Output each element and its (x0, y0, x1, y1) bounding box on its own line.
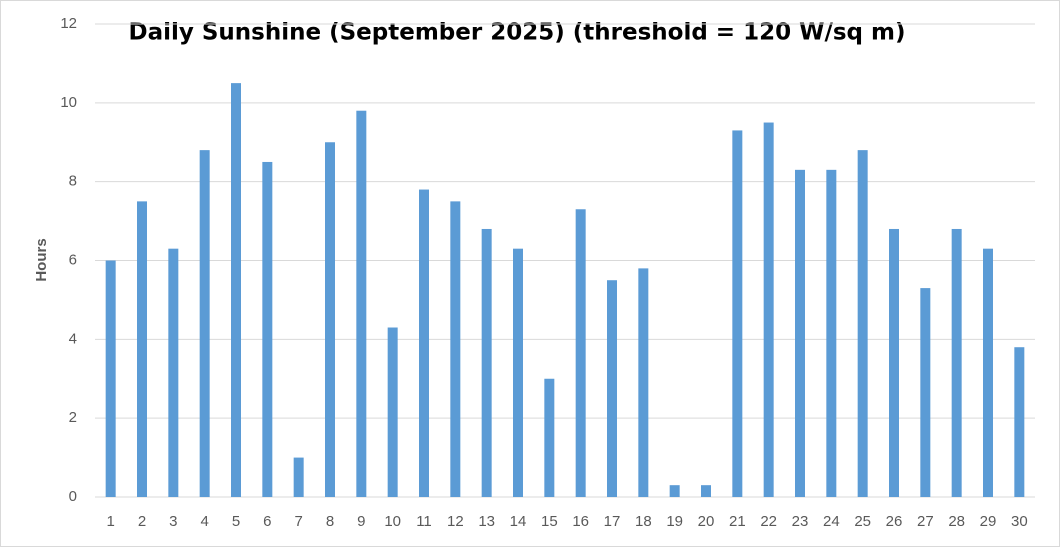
y-tick-label: 8 (69, 173, 77, 190)
bar (450, 201, 461, 497)
bar (356, 110, 367, 497)
bar (544, 378, 555, 497)
x-tick-label: 12 (447, 513, 464, 530)
chart-title: Daily Sunshine (September 2025) (thresho… (128, 20, 905, 46)
bar (575, 209, 586, 497)
bar (889, 228, 899, 497)
y-tick-label: 4 (69, 330, 77, 347)
x-tick-label: 27 (917, 513, 934, 530)
x-tick-label: 22 (760, 513, 777, 530)
bar (795, 169, 805, 497)
x-tick-label: 26 (886, 513, 903, 530)
bar (638, 268, 649, 497)
y-tick-label: 2 (69, 409, 77, 426)
bar (231, 83, 241, 497)
x-tick-label: 24 (823, 513, 840, 530)
x-tick-label: 3 (169, 513, 177, 530)
x-tick-label: 4 (200, 513, 208, 530)
x-tick-label: 13 (478, 513, 495, 530)
y-axis-label: Hours (33, 238, 50, 281)
x-tick-label: 23 (792, 513, 809, 530)
y-tick-label: 10 (60, 94, 77, 111)
x-tick-label: 6 (263, 513, 271, 530)
x-tick-label: 19 (666, 513, 683, 530)
x-tick-label: 17 (604, 513, 621, 530)
x-tick-label: 9 (357, 513, 365, 530)
bar (105, 260, 116, 497)
bar (293, 457, 304, 497)
bar (701, 485, 711, 497)
bar (325, 142, 335, 497)
x-tick-label: 21 (729, 513, 746, 530)
bar (983, 248, 993, 497)
bar (732, 130, 743, 498)
bar (387, 327, 398, 497)
x-tick-label: 10 (384, 513, 401, 530)
x-tick-label: 5 (232, 513, 240, 530)
x-tick-label: 29 (980, 513, 997, 530)
bar (607, 280, 617, 497)
x-tick-label: 25 (854, 513, 871, 530)
y-tick-label: 0 (69, 488, 77, 505)
bar (168, 248, 179, 497)
bar (513, 248, 523, 497)
bar (419, 189, 429, 498)
bar (826, 169, 837, 497)
bar (763, 122, 774, 498)
bar (669, 485, 680, 497)
y-tick-label: 12 (60, 15, 77, 32)
x-tick-label: 2 (138, 513, 146, 530)
x-tick-label: 14 (510, 513, 527, 530)
x-tick-label: 30 (1011, 513, 1028, 530)
bar (137, 201, 147, 497)
bar (1014, 347, 1025, 497)
x-tick-label: 1 (106, 513, 114, 530)
bar (199, 150, 210, 497)
x-tick-label: 8 (326, 513, 334, 530)
bar (481, 228, 492, 497)
bar (262, 161, 273, 498)
x-tick-label: 16 (572, 513, 589, 530)
bar (857, 150, 868, 497)
x-tick-label: 28 (948, 513, 965, 530)
x-tick-label: 15 (541, 513, 558, 530)
x-tick-label: 11 (416, 513, 432, 530)
x-tick-label: 18 (635, 513, 652, 530)
bar (951, 228, 962, 497)
x-tick-label: 20 (698, 513, 715, 530)
x-tick-label: 7 (294, 513, 302, 530)
bar (920, 288, 931, 497)
y-tick-label: 6 (69, 251, 77, 268)
